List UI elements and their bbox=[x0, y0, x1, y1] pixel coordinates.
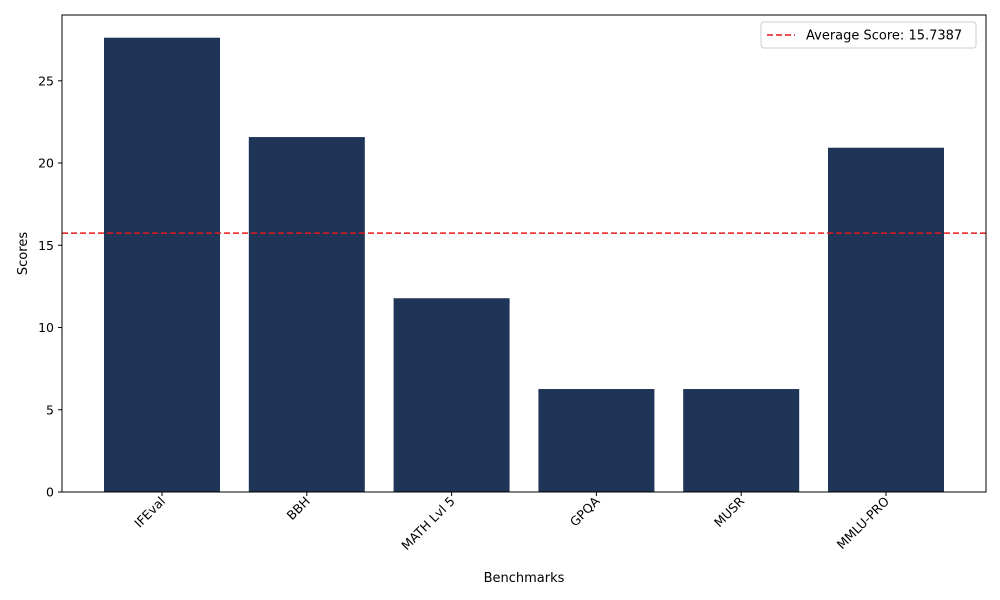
plot-frame bbox=[61, 14, 987, 493]
y-tick-label: 5 bbox=[46, 402, 54, 417]
y-tick-label: 15 bbox=[38, 238, 54, 253]
x-axis-label: Benchmarks bbox=[484, 571, 565, 586]
y-axis-label: Scores bbox=[16, 232, 31, 275]
bar-gpqa bbox=[538, 389, 655, 492]
bar-ifeval bbox=[104, 37, 220, 493]
x-tick-label: MUSR bbox=[711, 493, 748, 530]
y-tick-label: 0 bbox=[46, 485, 54, 500]
x-tick-label: MMLU-PRO bbox=[834, 493, 893, 552]
bar-math-lvl-5 bbox=[393, 298, 510, 492]
bar-musr bbox=[683, 389, 800, 492]
bar-bbh bbox=[248, 137, 365, 492]
y-tick-label: 10 bbox=[38, 320, 54, 335]
y-tick-label: 25 bbox=[38, 73, 54, 88]
legend-label: Average Score: 15.7387 bbox=[806, 29, 962, 44]
bars-group bbox=[104, 37, 944, 493]
legend: Average Score: 15.7387 bbox=[760, 21, 977, 49]
x-tick-label: GPQA bbox=[567, 493, 603, 529]
x-tick-label: IFEval bbox=[131, 494, 168, 531]
legend-box bbox=[760, 21, 977, 49]
y-axis: 0 5 10 15 20 25 bbox=[38, 73, 62, 500]
x-tick-label: MATH Lvl 5 bbox=[398, 494, 457, 553]
x-axis: IFEval BBH MATH Lvl 5 GPQA MUSR MMLU-PRO bbox=[131, 492, 892, 553]
y-tick-label: 20 bbox=[38, 156, 54, 171]
x-tick-label: BBH bbox=[284, 494, 313, 523]
bar-mmlu-pro bbox=[828, 147, 944, 492]
